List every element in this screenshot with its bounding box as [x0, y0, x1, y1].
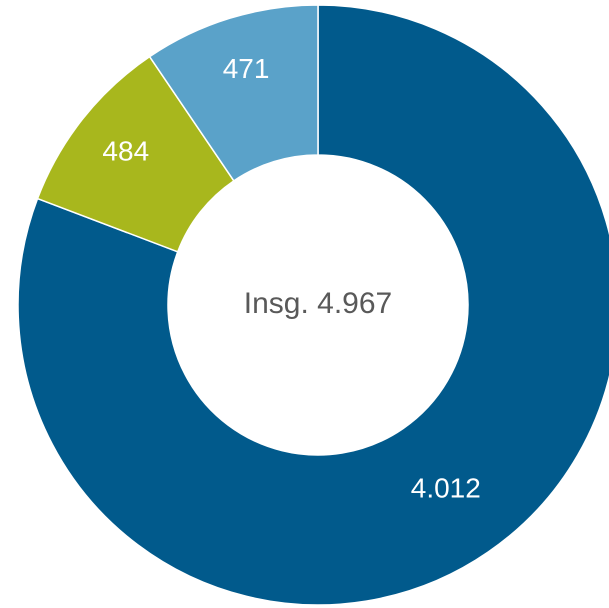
- donut-segment: [17, 4, 609, 606]
- center-label: Insg. 4.967: [244, 287, 392, 320]
- value-label: 4.012: [411, 473, 481, 504]
- donut-segment: [148, 4, 319, 182]
- value-label: 471: [223, 53, 270, 84]
- value-label: 484: [102, 135, 149, 166]
